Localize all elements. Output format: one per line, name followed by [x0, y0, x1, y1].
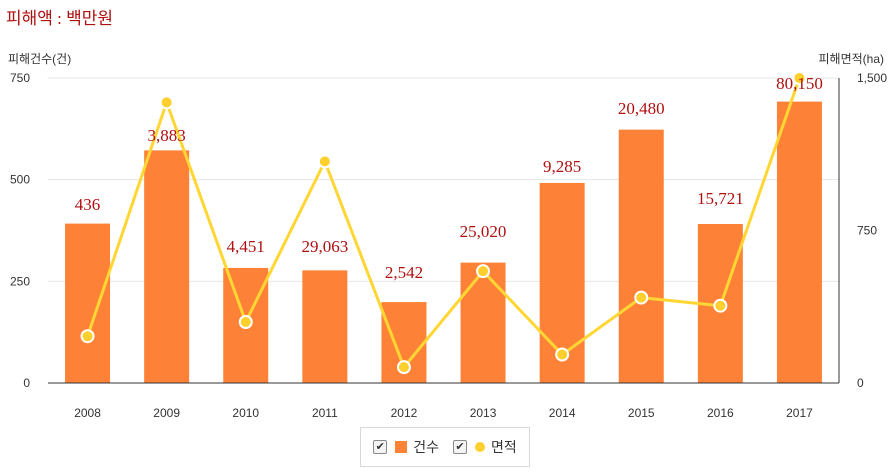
axes: 0 250 500 750 0 750 1,500 2008 2009 2010 2011 2012 2… [10, 71, 887, 420]
data-labels: 436 3,883 4,451 29,063 2,542 25,020 9,285 20,48… [75, 74, 823, 282]
x-tick-label: 2017 [786, 406, 813, 420]
data-label-2012: 2,542 [385, 263, 423, 282]
left-tick-label: 500 [10, 173, 30, 187]
legend-item-line[interactable]: 면적 [475, 437, 517, 457]
unit-note: 피해액 : 백만원 [6, 9, 114, 28]
left-tick-label: 0 [23, 376, 30, 390]
bar-2009 [144, 150, 190, 383]
bar-swatch [395, 441, 408, 453]
x-tick-label: 2014 [549, 406, 576, 420]
right-tick-label: 1,500 [857, 71, 887, 85]
data-label-2009: 3,883 [148, 126, 186, 145]
line-point-2017 [792, 71, 807, 85]
line-series [80, 71, 807, 375]
data-label-2008: 436 [75, 195, 101, 214]
x-tick-label: 2008 [74, 406, 101, 420]
line-swatch [475, 442, 485, 452]
line-point-2010 [238, 315, 253, 329]
data-label-2013: 25,020 [460, 222, 507, 241]
line-point-2012 [396, 360, 411, 375]
x-tick-label: 2011 [312, 406, 338, 420]
data-label-2016: 15,721 [697, 189, 744, 208]
bar-series-checkbox[interactable]: ✔ [373, 440, 388, 454]
right-tick-label: 750 [857, 224, 877, 238]
line-point-2016 [713, 298, 728, 313]
line-point-2011 [317, 154, 332, 169]
right-tick-label: 0 [857, 376, 864, 390]
bar-2015 [618, 129, 664, 383]
data-label-2015: 20,480 [618, 99, 665, 118]
x-tick-label: 2016 [707, 406, 734, 420]
left-tick-label: 250 [10, 274, 30, 288]
bar-2008 [65, 223, 111, 383]
data-label-2010: 4,451 [227, 237, 265, 256]
legend: ✔ 건수 ✔ 면적 [360, 427, 530, 467]
line-point-2008 [80, 329, 95, 344]
line-point-2015 [634, 290, 649, 305]
data-label-2017: 80,150 [776, 74, 823, 93]
x-tick-label: 2009 [153, 406, 180, 420]
legend-bar-label: 건수 [413, 439, 439, 455]
x-tick-label: 2010 [232, 406, 259, 420]
bar-2013 [460, 262, 506, 383]
x-tick-label: 2012 [391, 406, 418, 420]
data-label-2011: 29,063 [301, 237, 348, 256]
bar-2011 [302, 270, 348, 383]
legend-line-label: 면적 [491, 439, 517, 455]
line-point-2013 [476, 264, 491, 279]
line-point-2014 [555, 347, 570, 362]
line-point-2009 [159, 95, 174, 110]
x-tick-label: 2015 [628, 406, 655, 420]
line-series-checkbox[interactable]: ✔ [453, 440, 467, 454]
left-axis-title: 피해건수(건) [8, 52, 71, 66]
left-tick-label: 750 [10, 71, 30, 85]
data-label-2014: 9,285 [543, 157, 581, 176]
right-axis-title: 피해면적(ha) [818, 52, 884, 66]
area-line [86, 77, 801, 369]
x-tick-label: 2013 [470, 406, 497, 420]
legend-item-bars[interactable]: 건수 [395, 437, 439, 457]
bar-2017 [776, 101, 822, 383]
